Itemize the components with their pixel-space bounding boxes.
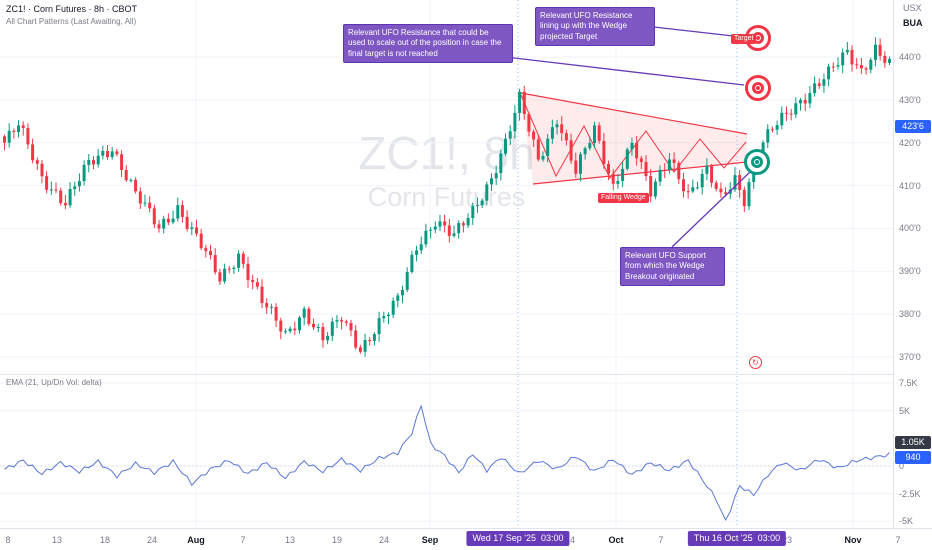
price-unit-label: USX — [903, 3, 922, 13]
price-scale[interactable]: USX BUA 423'6 1.05K 940 440'0 430'0 420'0 4… — [893, 0, 932, 550]
time-tick-label: Sep — [421, 535, 439, 545]
delta-indicator-legend[interactable]: EMA (21, Up/Dn Vol: delta) — [6, 378, 102, 387]
candlestick-series — [3, 37, 891, 357]
time-tick-label: 24 — [564, 535, 576, 545]
delta-tick-label: 0 — [899, 460, 905, 471]
delta-value-badge: 940 — [895, 451, 931, 464]
session-date-badge-sep[interactable]: Wed 17 Sep '25 03:00 — [466, 531, 570, 546]
time-tick-label: 13 — [51, 535, 63, 545]
delta-line-series — [4, 404, 890, 521]
annotation-resistance-target[interactable]: Relevant UFO Resistance lining up with t… — [535, 7, 655, 47]
price-tick-label: 430'0 — [899, 94, 921, 105]
last-price-badge: 423'6 — [895, 120, 931, 133]
support-bullseye-icon[interactable] — [744, 149, 770, 175]
chart-legend: ZC1! · Corn Futures · 8h · CBOT All Char… — [6, 4, 137, 26]
bullseye-ring — [751, 156, 763, 168]
time-tick-label: 23 — [781, 535, 793, 545]
ema-value-badge: 1.05K — [895, 436, 931, 449]
price-tick-label: 390'0 — [899, 266, 921, 277]
time-tick-label: Aug — [187, 535, 205, 545]
time-tick-label: 24 — [146, 535, 158, 545]
bullseye-dot — [755, 160, 759, 164]
symbol-title[interactable]: ZC1! · Corn Futures · 8h · CBOT — [6, 4, 138, 14]
pane-divider[interactable] — [0, 374, 932, 375]
time-tick-label: Nov — [844, 535, 862, 545]
annotation-resistance-scale-out[interactable]: Relevant UFO Resistance that could be us… — [343, 24, 513, 64]
bullseye-dot — [756, 86, 760, 90]
price-tick-label: 380'0 — [899, 309, 921, 320]
bullseye-ring — [752, 82, 764, 94]
delta-tick-label: 5K — [899, 405, 911, 416]
time-tick-label: 7 — [895, 535, 901, 545]
resistance-bullseye-icon[interactable] — [745, 75, 771, 101]
session-date-badge-oct[interactable]: Thu 16 Oct '25 03:00 — [687, 531, 787, 546]
time-tick-label: Oct — [608, 535, 624, 545]
time-tick-label: 18 — [99, 535, 111, 545]
price-tick-label: 420'0 — [899, 137, 921, 148]
falling-wedge-label[interactable]: Falling Wedge — [598, 193, 649, 204]
pattern-event-icon[interactable]: ↻ — [749, 356, 762, 369]
delta-tick-label: -2.5K — [899, 488, 921, 499]
time-tick-label: 24 — [378, 535, 390, 545]
price-subunit-label: BUA — [903, 18, 923, 28]
time-tick-label: 7 — [240, 535, 246, 545]
annotation-connector-lines — [505, 25, 751, 248]
bullseye-dot — [756, 36, 760, 40]
time-tick-label: 7 — [658, 535, 664, 545]
annotation-support-origin[interactable]: Relevant UFO Support from which the Wedg… — [620, 247, 725, 287]
time-tick-label: 19 — [331, 535, 343, 545]
chart-svg — [0, 0, 893, 528]
time-tick-label: 13 — [284, 535, 296, 545]
price-tick-label: 410'0 — [899, 180, 921, 191]
price-tick-label: 400'0 — [899, 223, 921, 234]
price-tick-label: 440'0 — [899, 52, 921, 62]
delta-tick-label: 7.5K — [899, 378, 918, 388]
time-tick-label: 8 — [5, 535, 11, 545]
time-scale[interactable]: Wed 17 Sep '25 03:00 Thu 16 Oct '25 03:0… — [0, 528, 932, 550]
indicator-title[interactable]: All Chart Patterns (Last Awaiting, All) — [6, 17, 137, 26]
delta-tick-label: -5K — [899, 516, 914, 527]
target-label[interactable]: Target — [731, 34, 757, 45]
price-tick-label: 370'0 — [899, 352, 921, 362]
